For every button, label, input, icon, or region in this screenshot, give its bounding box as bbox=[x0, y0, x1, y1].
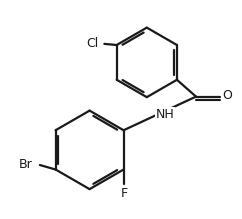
Text: Cl: Cl bbox=[87, 37, 99, 50]
Text: Br: Br bbox=[19, 158, 33, 171]
Text: NH: NH bbox=[156, 108, 175, 121]
Text: F: F bbox=[121, 187, 128, 200]
Text: O: O bbox=[222, 89, 232, 102]
